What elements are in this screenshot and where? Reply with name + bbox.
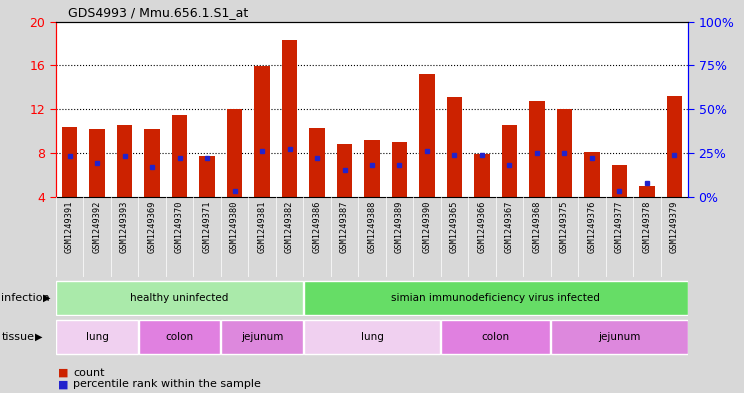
Text: GSM1249379: GSM1249379 xyxy=(670,200,679,253)
Text: GSM1249368: GSM1249368 xyxy=(533,200,542,253)
Text: GSM1249390: GSM1249390 xyxy=(423,200,432,253)
Bar xyxy=(304,320,440,354)
Bar xyxy=(227,109,242,196)
Bar xyxy=(282,40,297,196)
Bar xyxy=(310,128,324,196)
Text: ■: ■ xyxy=(58,367,68,378)
Bar xyxy=(57,281,303,315)
Text: GSM1249388: GSM1249388 xyxy=(368,200,376,253)
Bar xyxy=(304,281,687,315)
Text: GSM1249382: GSM1249382 xyxy=(285,200,294,253)
Text: GSM1249380: GSM1249380 xyxy=(230,200,239,253)
Text: simian immunodeficiency virus infected: simian immunodeficiency virus infected xyxy=(391,293,600,303)
Text: GSM1249366: GSM1249366 xyxy=(478,200,487,253)
Bar xyxy=(551,320,687,354)
Text: tissue: tissue xyxy=(1,332,34,342)
Text: GSM1249369: GSM1249369 xyxy=(147,200,156,253)
Bar xyxy=(639,185,655,196)
Text: ▶: ▶ xyxy=(43,293,51,303)
Text: colon: colon xyxy=(165,332,193,342)
Bar xyxy=(420,74,434,196)
Bar xyxy=(117,125,132,196)
Text: GSM1249377: GSM1249377 xyxy=(615,200,624,253)
Text: lung: lung xyxy=(86,332,109,342)
Bar xyxy=(139,320,220,354)
Text: jejunum: jejunum xyxy=(241,332,283,342)
Bar xyxy=(89,129,105,196)
Text: count: count xyxy=(73,367,104,378)
Bar xyxy=(392,142,407,196)
Bar xyxy=(365,140,379,196)
Text: GSM1249370: GSM1249370 xyxy=(175,200,184,253)
Bar xyxy=(557,109,572,196)
Text: GSM1249381: GSM1249381 xyxy=(257,200,266,253)
Text: jejunum: jejunum xyxy=(598,332,641,342)
Bar xyxy=(221,320,303,354)
Text: colon: colon xyxy=(481,332,510,342)
Text: GSM1249378: GSM1249378 xyxy=(643,200,652,253)
Bar xyxy=(172,114,187,196)
Bar xyxy=(530,101,545,196)
Bar xyxy=(199,156,214,196)
Text: percentile rank within the sample: percentile rank within the sample xyxy=(73,379,261,389)
Bar xyxy=(254,66,269,196)
Bar xyxy=(475,154,490,196)
Text: infection: infection xyxy=(1,293,50,303)
Bar xyxy=(57,320,138,354)
Text: ▶: ▶ xyxy=(35,332,42,342)
Bar xyxy=(62,127,77,196)
Bar xyxy=(612,165,627,196)
Text: GSM1249393: GSM1249393 xyxy=(120,200,129,253)
Bar xyxy=(447,97,462,196)
Text: GSM1249371: GSM1249371 xyxy=(202,200,211,253)
Text: GSM1249392: GSM1249392 xyxy=(92,200,101,253)
Bar xyxy=(502,125,517,196)
Text: GSM1249389: GSM1249389 xyxy=(395,200,404,253)
Bar xyxy=(337,144,352,196)
Text: GSM1249365: GSM1249365 xyxy=(450,200,459,253)
Text: GSM1249375: GSM1249375 xyxy=(560,200,569,253)
Text: GDS4993 / Mmu.656.1.S1_at: GDS4993 / Mmu.656.1.S1_at xyxy=(68,6,248,19)
Bar xyxy=(144,129,160,196)
Text: lung: lung xyxy=(361,332,383,342)
Text: healthy uninfected: healthy uninfected xyxy=(130,293,228,303)
Text: GSM1249391: GSM1249391 xyxy=(65,200,74,253)
Text: GSM1249387: GSM1249387 xyxy=(340,200,349,253)
Text: GSM1249367: GSM1249367 xyxy=(505,200,514,253)
Bar xyxy=(584,152,600,196)
Text: ■: ■ xyxy=(58,379,68,389)
Text: GSM1249376: GSM1249376 xyxy=(588,200,597,253)
Text: GSM1249386: GSM1249386 xyxy=(312,200,321,253)
Bar xyxy=(667,96,682,196)
Bar xyxy=(441,320,550,354)
